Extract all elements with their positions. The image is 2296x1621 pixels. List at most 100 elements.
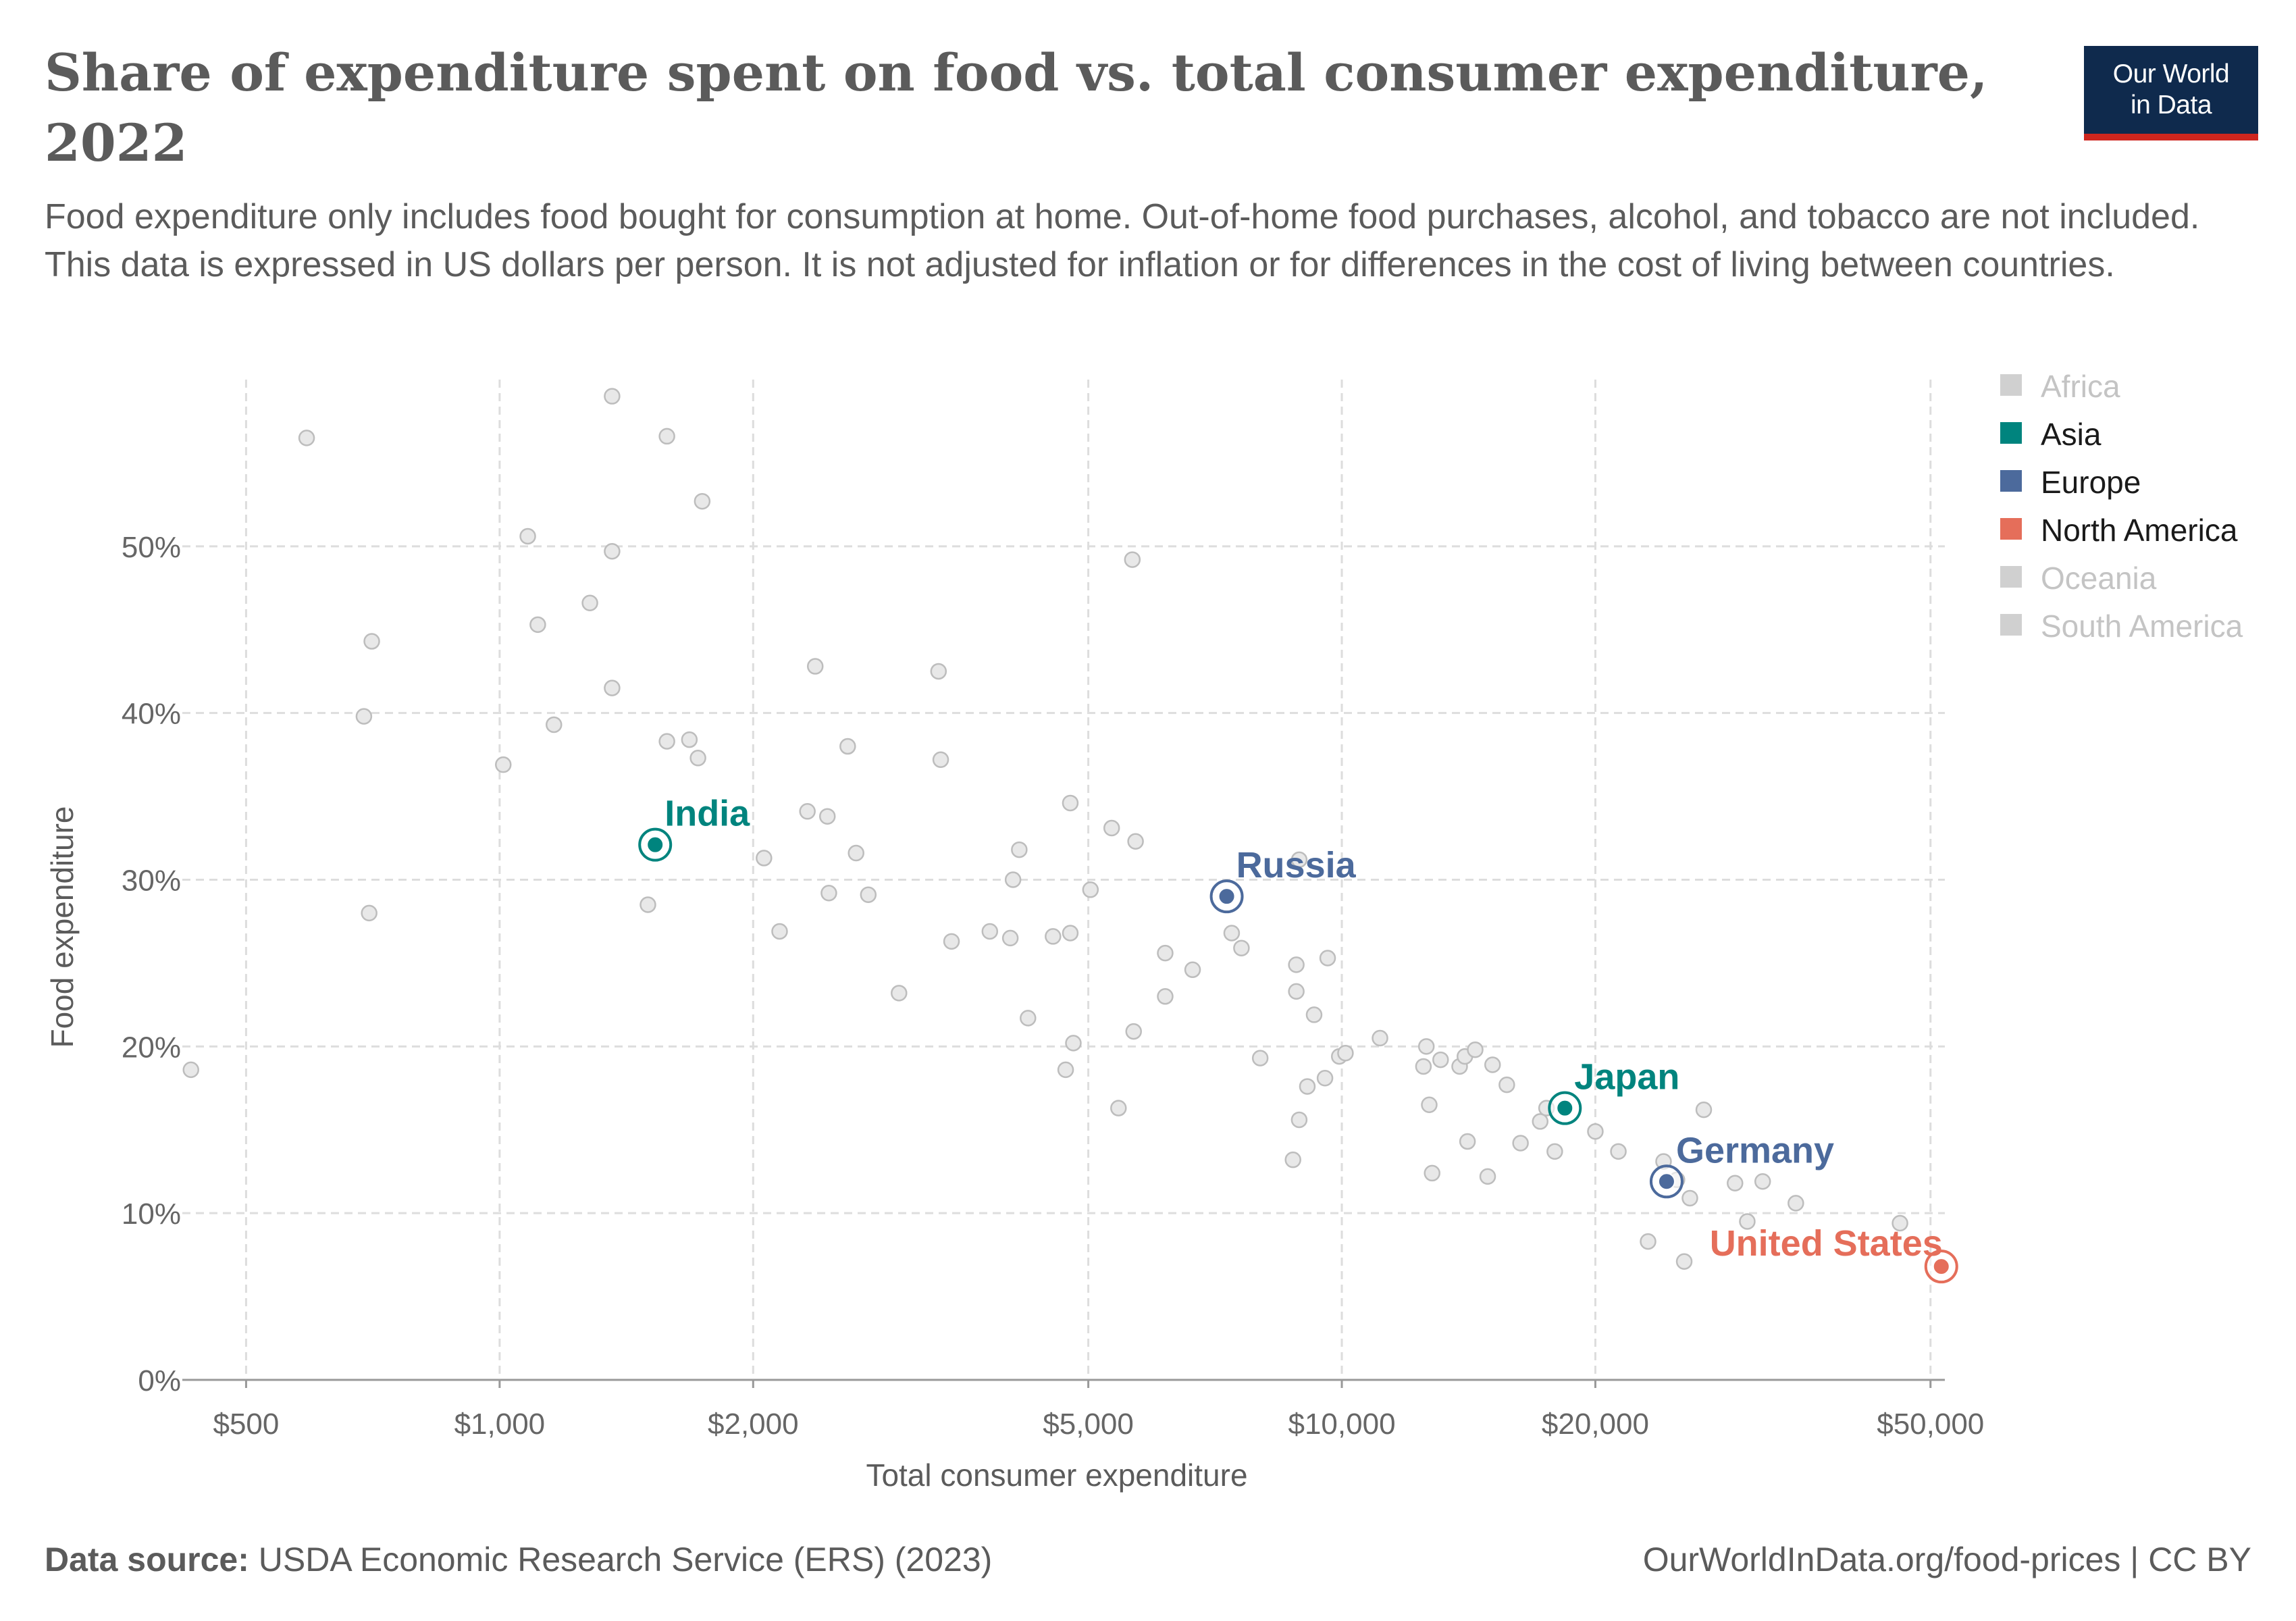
data-source-text: USDA Economic Research Service (ERS) (20… <box>258 1541 993 1578</box>
data-point <box>1727 1175 1744 1191</box>
data-point <box>1546 1143 1563 1160</box>
axes: 0% 10% 20% 30% 40% 50% $500 $1,000 $2,000 $5,000 $… <box>45 531 1984 1493</box>
data-point <box>1110 1100 1127 1116</box>
data-point <box>756 850 773 867</box>
data-point <box>1424 1164 1440 1182</box>
data-point <box>943 933 960 950</box>
legend-swatch <box>2000 614 2022 636</box>
highlighted-points: India Russia Japan Germany United States <box>638 794 1958 1284</box>
owid-logo[interactable]: Our World in Data <box>2084 46 2258 140</box>
background-points <box>182 388 1908 1270</box>
data-point <box>1305 1006 1323 1023</box>
data-point <box>1681 1189 1698 1207</box>
logo-line-2: in Data <box>2130 91 2212 120</box>
data-point <box>1512 1135 1529 1152</box>
data-point <box>1432 1051 1449 1069</box>
data-point <box>1223 925 1241 942</box>
data-point <box>1288 983 1305 1000</box>
y-tick-label: 30% <box>122 865 181 898</box>
highlighted-point <box>1657 1173 1675 1191</box>
legend-swatch <box>2000 566 2022 588</box>
data-point <box>1125 1023 1143 1040</box>
y-tick-label: 10% <box>122 1198 181 1231</box>
data-point <box>1459 1133 1476 1150</box>
data-source: Data source: USDA Economic Research Serv… <box>45 1540 992 1579</box>
legend: Africa Asia Europe North America Oceania Sout… <box>2000 369 2243 644</box>
data-point <box>847 844 864 862</box>
legend-label: North America <box>2041 513 2238 548</box>
footer-link[interactable]: OurWorldInData.org/food-prices | CC BY <box>1642 1541 2251 1578</box>
data-point <box>604 388 621 405</box>
data-point <box>1739 1213 1756 1230</box>
data-point <box>820 884 837 902</box>
data-point <box>355 708 373 725</box>
data-point <box>1065 1035 1082 1052</box>
data-point <box>298 430 315 446</box>
data-point <box>932 751 949 769</box>
data-point <box>581 594 598 612</box>
data-point <box>818 808 836 825</box>
data-point <box>930 663 947 680</box>
data-point <box>1284 1151 1301 1168</box>
x-tick-label: $50,000 <box>1877 1408 1984 1441</box>
data-point <box>1891 1214 1908 1232</box>
data-point <box>681 731 698 748</box>
data-point <box>1532 1113 1549 1130</box>
legend-label: Asia <box>2041 417 2102 452</box>
x-tick-label: $10,000 <box>1288 1408 1395 1441</box>
data-point <box>658 428 675 445</box>
point-label: India <box>664 794 750 834</box>
y-tick-label: 0% <box>138 1364 181 1397</box>
x-tick-label: $500 <box>213 1408 279 1441</box>
data-point <box>1695 1101 1713 1118</box>
data-point <box>1587 1123 1604 1140</box>
data-point <box>1337 1044 1354 1062</box>
data-point <box>1127 833 1144 850</box>
data-point <box>1316 1069 1334 1087</box>
highlighted-point <box>1556 1099 1574 1117</box>
highlighted-point <box>1218 887 1236 906</box>
data-point <box>1011 841 1028 858</box>
data-point <box>799 803 816 820</box>
data-point <box>1157 988 1174 1005</box>
data-point <box>1288 956 1305 973</box>
data-point <box>1479 1168 1496 1185</box>
data-point <box>658 733 675 750</box>
data-point <box>1640 1233 1656 1250</box>
data-point <box>1020 1010 1037 1027</box>
data-point <box>546 716 563 734</box>
data-point <box>1184 961 1201 979</box>
point-label: United States <box>1710 1223 1943 1264</box>
data-point <box>604 679 621 696</box>
data-point <box>519 528 536 545</box>
data-point <box>1484 1056 1501 1073</box>
x-axis-title: Total consumer expenditure <box>866 1458 1247 1493</box>
data-point <box>1290 851 1308 869</box>
data-point <box>1233 940 1250 956</box>
data-point <box>1062 925 1079 942</box>
data-point <box>806 658 824 675</box>
data-point <box>363 633 380 650</box>
grid <box>182 380 1945 1380</box>
data-point <box>860 886 877 903</box>
data-point <box>529 616 546 634</box>
data-point <box>1251 1050 1269 1066</box>
data-point <box>1319 950 1336 967</box>
legend-label: Africa <box>2041 369 2120 404</box>
data-point <box>1788 1195 1804 1212</box>
legend-label: Oceania <box>2041 561 2157 596</box>
data-point <box>1610 1143 1627 1160</box>
legend-label: Europe <box>2041 465 2141 500</box>
data-point <box>694 492 711 510</box>
data-point <box>1415 1058 1432 1075</box>
data-point <box>1675 1253 1693 1270</box>
y-axis-title: Food expenditure <box>45 806 80 1048</box>
x-tick-label: $1,000 <box>454 1408 546 1441</box>
x-tick-label: $2,000 <box>708 1408 799 1441</box>
legend-swatch <box>2000 374 2022 396</box>
data-point <box>839 738 856 755</box>
point-label: Russia <box>1236 845 1357 885</box>
data-point <box>1057 1061 1074 1079</box>
x-tick-label: $5,000 <box>1043 1408 1134 1441</box>
